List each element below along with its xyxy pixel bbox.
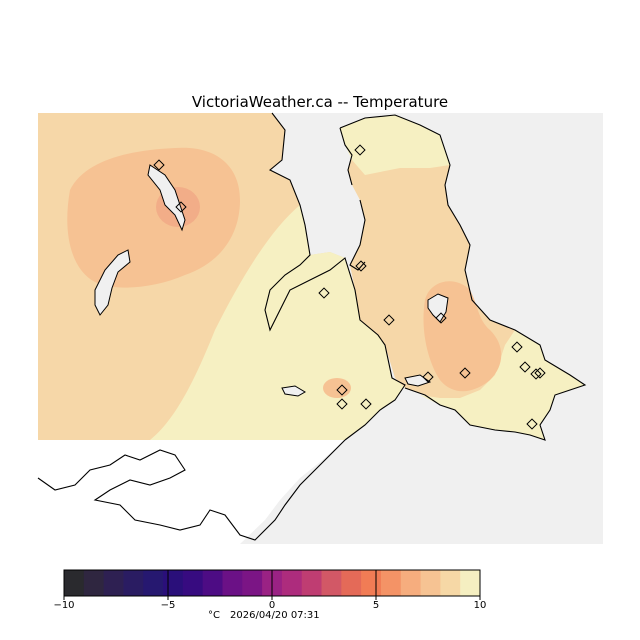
- station-marker: [336, 398, 348, 410]
- colorbar-tick-label: 0: [269, 600, 275, 611]
- station-marker: [175, 201, 187, 213]
- warm-zone-northwest: [67, 147, 240, 288]
- map-title: VictoriaWeather.ca -- Temperature: [192, 93, 448, 111]
- no-data-region: [38, 440, 345, 544]
- colorbar-swatch: [420, 570, 441, 596]
- colorbar-swatch: [242, 570, 263, 596]
- colorbar-swatch: [341, 570, 362, 596]
- olympic-peninsula-coastline: [37, 439, 346, 541]
- colorbar-timestamp: 2026/04/20 07:31: [230, 610, 320, 621]
- station-marker: [435, 312, 447, 324]
- colorbar-swatch: [281, 570, 303, 596]
- station-marker: [519, 361, 531, 373]
- vancouver-island-coastline: [264, 112, 406, 441]
- colorbar-swatch: [222, 570, 243, 596]
- colorbar-swatch: [321, 570, 342, 596]
- mainland-north-cool: [340, 115, 450, 175]
- station-marker: [459, 367, 471, 379]
- inland-lake-north: [147, 164, 186, 232]
- station-marker: [422, 371, 434, 383]
- temperature-map: [37, 112, 603, 544]
- colorbar-swatch: [83, 570, 105, 596]
- station-marker: [153, 159, 165, 171]
- colorbar-tick-label: −5: [161, 600, 176, 611]
- colorbar-tick-label: 5: [373, 600, 379, 611]
- colorbar-swatch: [163, 570, 184, 596]
- colorbar: −10 −5 0 5 10: [53, 569, 487, 611]
- colorbar-swatch: [361, 570, 382, 596]
- station-marker: [534, 367, 546, 379]
- station-marker: [360, 398, 372, 410]
- colorbar-swatch: [64, 570, 85, 596]
- colorbar-swatch: [143, 570, 164, 596]
- station-marker: [354, 144, 366, 156]
- mainland-coastline: [339, 114, 587, 441]
- colorbar-tick-label: −10: [53, 600, 74, 611]
- colorbar-swatch: [103, 570, 124, 596]
- colorbar-unit-label: °C: [208, 610, 220, 621]
- warm-zone-small: [323, 378, 351, 398]
- colorbar-swatch: [123, 570, 144, 596]
- colorbar-tick-label: 10: [474, 600, 487, 611]
- station-marker: [383, 314, 395, 326]
- inland-lake-west: [94, 249, 131, 316]
- station-marker: [355, 260, 367, 272]
- station-marker: [336, 384, 348, 396]
- station-marker: [526, 418, 538, 430]
- colorbar-swatch: [301, 570, 323, 596]
- colorbar-swatch: [440, 570, 461, 596]
- colorbar-swatch: [400, 570, 422, 596]
- small-island: [281, 385, 306, 397]
- station-marker: [511, 341, 523, 353]
- colorbar-swatch: [182, 570, 204, 596]
- colorbar-swatch: [202, 570, 223, 596]
- station-marker: [318, 287, 330, 299]
- colorbar-swatch: [460, 570, 481, 596]
- station-markers: [153, 144, 546, 430]
- colorbar-swatch: [380, 570, 402, 596]
